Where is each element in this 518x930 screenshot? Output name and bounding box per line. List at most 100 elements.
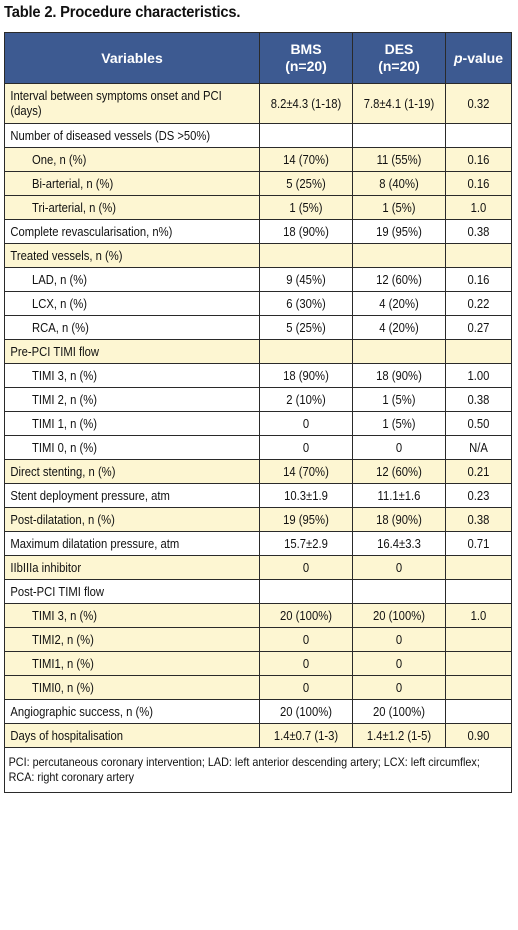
table-row: LCX, n (%) 6 (30%) 4 (20%) 0.22 bbox=[4, 291, 512, 316]
row-pvalue: N/A bbox=[445, 435, 512, 460]
row-label: Days of hospitalisation bbox=[4, 723, 260, 748]
row-bms: 20 (100%) bbox=[259, 603, 353, 628]
row-des: 19 (95%) bbox=[352, 219, 446, 244]
row-bms bbox=[259, 339, 353, 364]
row-des: 4 (20%) bbox=[352, 315, 446, 340]
row-pvalue: 0.38 bbox=[445, 219, 512, 244]
row-des bbox=[352, 579, 446, 604]
row-pvalue: 0.38 bbox=[445, 507, 512, 532]
row-label: TIMI 3, n (%) bbox=[4, 603, 260, 628]
header-pvalue: p-value bbox=[445, 32, 512, 84]
row-bms: 18 (90%) bbox=[259, 363, 353, 388]
row-des bbox=[352, 243, 446, 268]
row-bms: 15.7±2.9 bbox=[259, 531, 353, 556]
row-bms: 20 (100%) bbox=[259, 699, 353, 724]
row-label: TIMI 1, n (%) bbox=[4, 411, 260, 436]
row-label: Complete revascularisation, n%) bbox=[4, 219, 260, 244]
table-row: LAD, n (%) 9 (45%) 12 (60%) 0.16 bbox=[4, 267, 512, 292]
header-des: DES (n=20) bbox=[352, 32, 446, 84]
header-bms: BMS (n=20) bbox=[259, 32, 353, 84]
row-des: 4 (20%) bbox=[352, 291, 446, 316]
table-row: TIMI 0, n (%) 0 0 N/A bbox=[4, 435, 512, 460]
row-des: 0 bbox=[352, 555, 446, 580]
header-pvalue-rest: -value bbox=[462, 49, 504, 66]
table-row: TIMI 1, n (%) 0 1 (5%) 0.50 bbox=[4, 411, 512, 436]
row-des bbox=[352, 123, 446, 148]
row-pvalue bbox=[445, 651, 512, 676]
row-des: 16.4±3.3 bbox=[352, 531, 446, 556]
table-title: Table 2. Procedure characteristics. bbox=[4, 4, 241, 21]
row-label: RCA, n (%) bbox=[4, 315, 260, 340]
row-label: Interval between symptoms onset and PCI … bbox=[4, 83, 260, 124]
row-bms: 8.2±4.3 (1-18) bbox=[259, 83, 353, 124]
row-pvalue: 0.16 bbox=[445, 267, 512, 292]
table-row: TIMI 3, n (%) 20 (100%) 20 (100%) 1.0 bbox=[4, 603, 512, 628]
row-bms: 6 (30%) bbox=[259, 291, 353, 316]
table-row: Post-PCI TIMI flow bbox=[4, 579, 512, 604]
table-row: Days of hospitalisation 1.4±0.7 (1-3) 1.… bbox=[4, 723, 512, 748]
row-label: TIMI2, n (%) bbox=[4, 627, 260, 652]
row-pvalue: 0.22 bbox=[445, 291, 512, 316]
table-row: TIMI1, n (%) 0 0 bbox=[4, 651, 512, 676]
row-label: Stent deployment pressure, atm bbox=[4, 483, 260, 508]
table-row: TIMI0, n (%) 0 0 bbox=[4, 675, 512, 700]
row-bms: 0 bbox=[259, 411, 353, 436]
header-bms-line2: (n=20) bbox=[285, 58, 327, 74]
row-pvalue bbox=[445, 627, 512, 652]
row-label: Post-PCI TIMI flow bbox=[4, 579, 260, 604]
row-des: 0 bbox=[352, 651, 446, 676]
header-des-line2: (n=20) bbox=[378, 58, 420, 74]
row-label: Number of diseased vessels (DS >50%) bbox=[4, 123, 260, 148]
header-row: Variables BMS (n=20) DES (n=20) p-value bbox=[4, 32, 512, 84]
row-bms bbox=[259, 123, 353, 148]
row-bms: 0 bbox=[259, 675, 353, 700]
row-bms: 18 (90%) bbox=[259, 219, 353, 244]
table-row: Pre-PCI TIMI flow bbox=[4, 339, 512, 364]
row-label: TIMI 2, n (%) bbox=[4, 387, 260, 412]
row-label: TIMI1, n (%) bbox=[4, 651, 260, 676]
row-bms bbox=[259, 579, 353, 604]
table-row: Interval between symptoms onset and PCI … bbox=[4, 83, 512, 124]
table-row: TIMI 3, n (%) 18 (90%) 18 (90%) 1.00 bbox=[4, 363, 512, 388]
header-pvalue-italic: p bbox=[453, 49, 463, 66]
row-pvalue: 0.90 bbox=[445, 723, 512, 748]
row-label: Maximum dilatation pressure, atm bbox=[4, 531, 260, 556]
row-bms: 1 (5%) bbox=[259, 195, 353, 220]
row-label: One, n (%) bbox=[4, 147, 260, 172]
row-des: 0 bbox=[352, 627, 446, 652]
table-row: Complete revascularisation, n%) 18 (90%)… bbox=[4, 219, 512, 244]
row-label: Post-dilatation, n (%) bbox=[4, 507, 260, 532]
table-row: Bi-arterial, n (%) 5 (25%) 8 (40%) 0.16 bbox=[4, 171, 512, 196]
header-des-line1: DES bbox=[384, 41, 414, 57]
row-pvalue: 0.23 bbox=[445, 483, 512, 508]
row-label: Pre-PCI TIMI flow bbox=[4, 339, 260, 364]
footnote-row: PCI: percutaneous coronary intervention;… bbox=[4, 747, 512, 793]
table-row: Tri-arterial, n (%) 1 (5%) 1 (5%) 1.0 bbox=[4, 195, 512, 220]
row-des: 18 (90%) bbox=[352, 363, 446, 388]
row-pvalue: 0.71 bbox=[445, 531, 512, 556]
row-des: 1.4±1.2 (1-5) bbox=[352, 723, 446, 748]
row-bms: 5 (25%) bbox=[259, 315, 353, 340]
row-des: 8 (40%) bbox=[352, 171, 446, 196]
row-pvalue bbox=[445, 123, 512, 148]
row-pvalue bbox=[445, 243, 512, 268]
table-row: Stent deployment pressure, atm 10.3±1.9 … bbox=[4, 483, 512, 508]
row-pvalue: 1.0 bbox=[445, 603, 512, 628]
procedure-characteristics-table: Variables BMS (n=20) DES (n=20) p-value In… bbox=[4, 32, 512, 793]
row-pvalue: 1.0 bbox=[445, 195, 512, 220]
row-des bbox=[352, 339, 446, 364]
row-pvalue: 1.00 bbox=[445, 363, 512, 388]
row-des: 18 (90%) bbox=[352, 507, 446, 532]
row-pvalue: 0.38 bbox=[445, 387, 512, 412]
row-des: 0 bbox=[352, 675, 446, 700]
row-des: 0 bbox=[352, 435, 446, 460]
row-label: Bi-arterial, n (%) bbox=[4, 171, 260, 196]
row-des: 1 (5%) bbox=[352, 387, 446, 412]
row-pvalue: 0.32 bbox=[445, 83, 512, 124]
row-pvalue: 0.27 bbox=[445, 315, 512, 340]
row-label: Tri-arterial, n (%) bbox=[4, 195, 260, 220]
row-des: 11.1±1.6 bbox=[352, 483, 446, 508]
table-row: RCA, n (%) 5 (25%) 4 (20%) 0.27 bbox=[4, 315, 512, 340]
row-des: 12 (60%) bbox=[352, 267, 446, 292]
